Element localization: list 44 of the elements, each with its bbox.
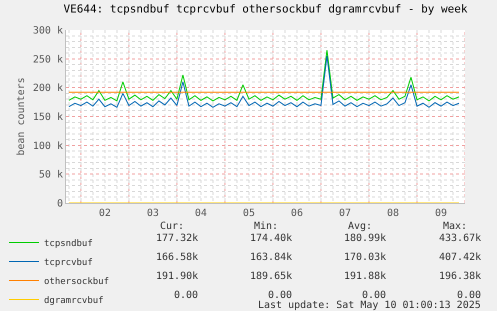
text: 191.90k (156, 271, 198, 282)
legend-label: othersockbuf (44, 277, 110, 288)
text: 174.40k (250, 233, 292, 244)
text: 0.00 (457, 290, 482, 301)
text: 191.88k (344, 271, 386, 282)
x-tick-label: 06 (290, 208, 303, 219)
text: Cur: (160, 221, 184, 232)
text: Avg: (348, 221, 372, 232)
y-tick-label: 150 k (32, 112, 63, 123)
x-tick-label: 03 (146, 208, 159, 219)
text: 196.38k (439, 271, 482, 282)
legend-label: tcpsndbuf (44, 239, 93, 250)
legend-label: tcprcvbuf (44, 258, 93, 268)
y-tick-label: 100 k (32, 140, 63, 152)
text: 170.03k (344, 252, 386, 263)
text: 0.00 (268, 290, 292, 301)
text: Max: (443, 221, 468, 232)
legend-label: dgramrcvbuf (44, 296, 104, 306)
y-tick-label: 50 k (38, 170, 63, 181)
text: 0.00 (362, 290, 386, 301)
text: 163.84k (250, 252, 292, 263)
x-tick-label: 09 (434, 208, 448, 219)
text: 180.99k (344, 233, 386, 244)
y-axis-title: bean counters (16, 77, 27, 156)
y-tick-label: 300 k (32, 26, 63, 36)
x-tick-label: 04 (194, 208, 207, 219)
text: Last update: Sat May 10 01:00:13 2025 (258, 300, 481, 311)
line-series (68, 55, 460, 108)
y-tick-label: 250 k (32, 54, 63, 66)
text: Min: (254, 221, 278, 232)
x-tick-label: 05 (242, 208, 255, 219)
x-tick-label: 08 (386, 208, 400, 219)
line-series (68, 50, 460, 102)
y-tick-label: 0 (56, 198, 63, 210)
y-tick-label: 200 k (32, 83, 63, 94)
text: 407.42k (439, 252, 482, 263)
text: 433.67k (439, 233, 482, 244)
text: 177.32k (156, 233, 198, 244)
chart-title: VE644: tcpsndbuf tcprcvbuf othersockbuf dgramrcvbuf - by week (64, 2, 468, 16)
x-tick-label: 02 (98, 208, 111, 219)
text: 166.58k (156, 252, 198, 263)
text: 0.00 (174, 290, 198, 301)
x-tick-label: 07 (338, 208, 351, 219)
text: 189.65k (250, 271, 292, 282)
